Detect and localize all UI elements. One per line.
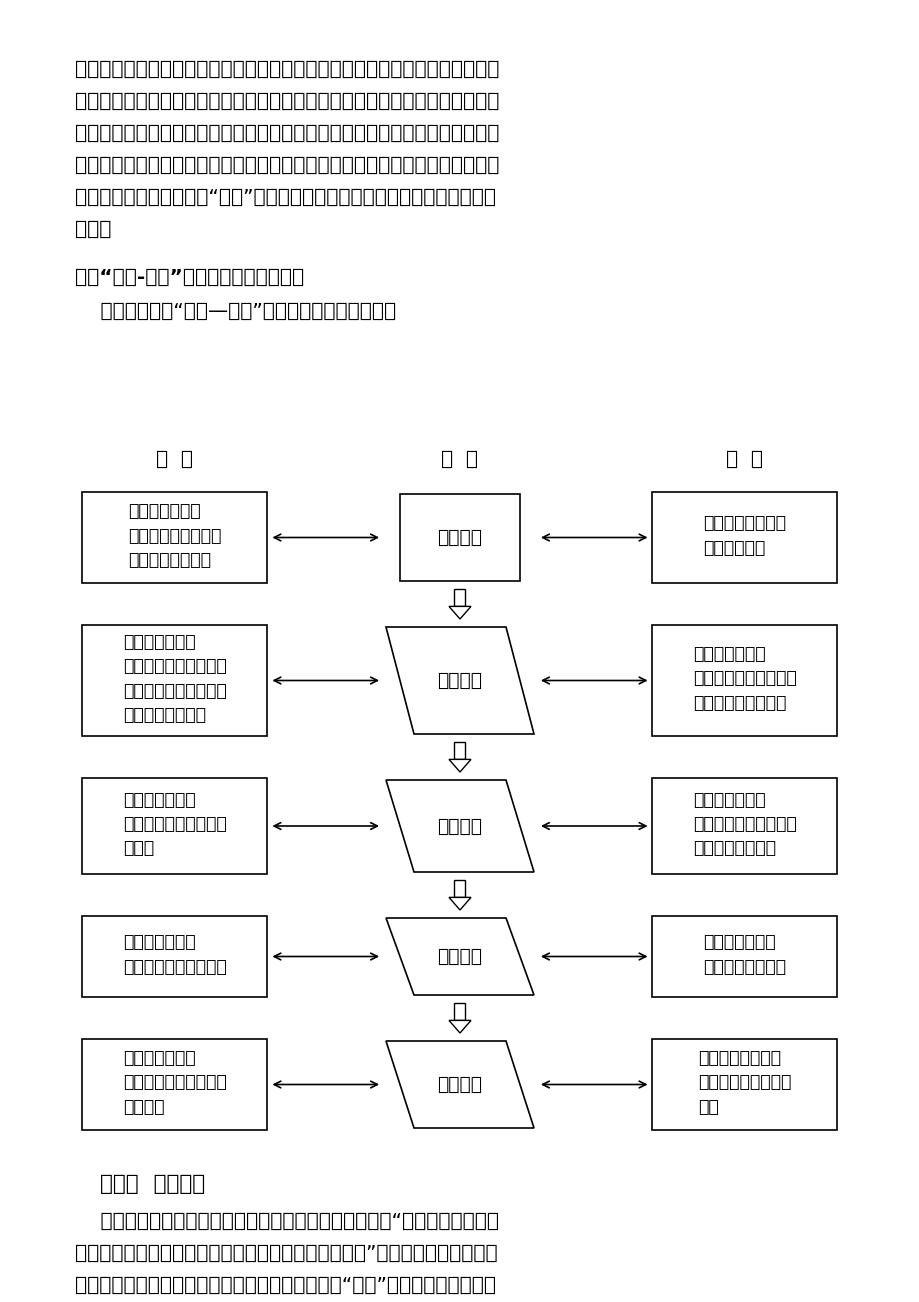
Text: 根据学生能力层
次和学习目标，分解学
习任务。引导学生使用
升级卡和导学卡。: 根据学生能力层 次和学习目标，分解学 习任务。引导学生使用 升级卡和导学卡。 xyxy=(123,633,227,724)
Text: 欣赏、点评作品；
并进一步修改完善作
品。: 欣赏、点评作品； 并进一步修改完善作 品。 xyxy=(698,1049,791,1116)
Text: 教师引导学生利
用所学知识完成作品。: 教师引导学生利 用所学知识完成作品。 xyxy=(123,934,227,975)
Text: 合理分配协作小
组，引导学生进行互助
学习。: 合理分配协作小 组，引导学生进行互助 学习。 xyxy=(123,790,227,857)
Text: 激趣导入: 激趣导入 xyxy=(437,529,482,547)
Text: 信息技术课的“分层—协作”教学模式可用下图表示：: 信息技术课的“分层—协作”教学模式可用下图表示： xyxy=(75,302,396,322)
Text: （一）  激趣导入: （一） 激趣导入 xyxy=(100,1174,205,1194)
Text: 二、“分层-协作”教学模式的探索和实践: 二、“分层-协作”教学模式的探索和实践 xyxy=(75,268,304,286)
Text: 借助帮助卡和自
动教学演示片段，由底
层向高层自主学习。: 借助帮助卡和自 动教学演示片段，由底 层向高层自主学习。 xyxy=(692,646,796,712)
Text: 程  序: 程 序 xyxy=(726,450,763,469)
Text: 动动画方式这一复杂过程录像成直观的动画过程，并配上适当的注释和声音，做: 动动画方式这一复杂过程录像成直观的动画过程，并配上适当的注释和声音，做 xyxy=(75,124,499,143)
Text: 这一过程是一堂课的开始。俄国教育家乌申斯基说过：“注意是我们心灵的: 这一过程是一堂课的开始。俄国教育家乌申斯基说过：“注意是我们心灵的 xyxy=(75,1212,498,1230)
Text: 根据学生的身心
和课堂教学任务创设
情境，导入新课。: 根据学生的身心 和课堂教学任务创设 情境，导入新课。 xyxy=(128,503,221,569)
Bar xyxy=(652,779,836,874)
Text: 困难的同学进行一对一地“辅导”，使学生能轻松的掌握在幻灯片中设置恰当的: 困难的同学进行一对一地“辅导”，使学生能轻松的掌握在幻灯片中设置恰当的 xyxy=(75,187,495,207)
Text: 动画。: 动画。 xyxy=(75,220,111,240)
Bar xyxy=(454,1003,465,1021)
Bar xyxy=(652,1039,836,1130)
Polygon shape xyxy=(386,1042,533,1128)
Text: 教  师: 教 师 xyxy=(441,450,478,469)
Bar xyxy=(454,880,465,897)
Text: 实际操作过程中遇到利用帮助卡还不能解决的问题时，自然会去使用自动教学动: 实际操作过程中遇到利用帮助卡还不能解决的问题时，自然会去使用自动教学动 xyxy=(75,60,499,79)
Text: 生学习成败的关键。学习新课前，学生的思维处于“停顿”状态，这就要求我们: 生学习成败的关键。学习新课前，学生的思维处于“停顿”状态，这就要求我们 xyxy=(75,1276,495,1295)
Polygon shape xyxy=(386,780,533,872)
Bar xyxy=(652,917,836,997)
Text: 学生可独立或协
作完成学习作品。: 学生可独立或协 作完成学习作品。 xyxy=(703,934,786,975)
Text: 解决问题: 解决问题 xyxy=(437,947,482,966)
Bar xyxy=(83,917,267,997)
Bar xyxy=(83,492,267,583)
Bar xyxy=(454,742,465,759)
Bar xyxy=(652,625,836,736)
Bar xyxy=(83,1039,267,1130)
Bar xyxy=(454,589,465,607)
Bar xyxy=(83,625,267,736)
Text: 学  生: 学 生 xyxy=(156,450,193,469)
Text: 惟一门户，意识中的一切，必然都要通过它才能进来。”注意力是否集中，是学: 惟一门户，意识中的一切，必然都要通过它才能进来。”注意力是否集中，是学 xyxy=(75,1243,497,1263)
Bar xyxy=(83,779,267,874)
Text: 评价提高: 评价提高 xyxy=(437,1075,482,1094)
Polygon shape xyxy=(448,897,471,910)
Text: 分层导学: 分层导学 xyxy=(437,671,482,690)
Text: 组织学生对作品
进行欣赏，并提出各自
的意见。: 组织学生对作品 进行欣赏，并提出各自 的意见。 xyxy=(123,1049,227,1116)
Polygon shape xyxy=(448,607,471,618)
Text: 成自动辅导教学动画。教学演示动画就像一个个活生生的老师，在给每一位遇到: 成自动辅导教学动画。教学演示动画就像一个个活生生的老师，在给每一位遇到 xyxy=(75,156,499,174)
Bar xyxy=(400,493,519,581)
Text: 体验情境，激发学
生的求知欲。: 体验情境，激发学 生的求知欲。 xyxy=(703,514,786,557)
Text: 交流解决疑难问
题，高一级同学帮助低
级同学向上升级。: 交流解决疑难问 题，高一级同学帮助低 级同学向上升级。 xyxy=(692,790,796,857)
Polygon shape xyxy=(448,1021,471,1032)
Polygon shape xyxy=(448,759,471,772)
Polygon shape xyxy=(386,628,533,734)
Text: 协作学习: 协作学习 xyxy=(437,816,482,836)
Text: 画演示片段。如在《网络音乐厅》（浙摄四下）一课中，我将调整动画顺序和启: 画演示片段。如在《网络音乐厅》（浙摄四下）一课中，我将调整动画顺序和启 xyxy=(75,92,499,111)
Polygon shape xyxy=(386,918,533,995)
Bar xyxy=(652,492,836,583)
